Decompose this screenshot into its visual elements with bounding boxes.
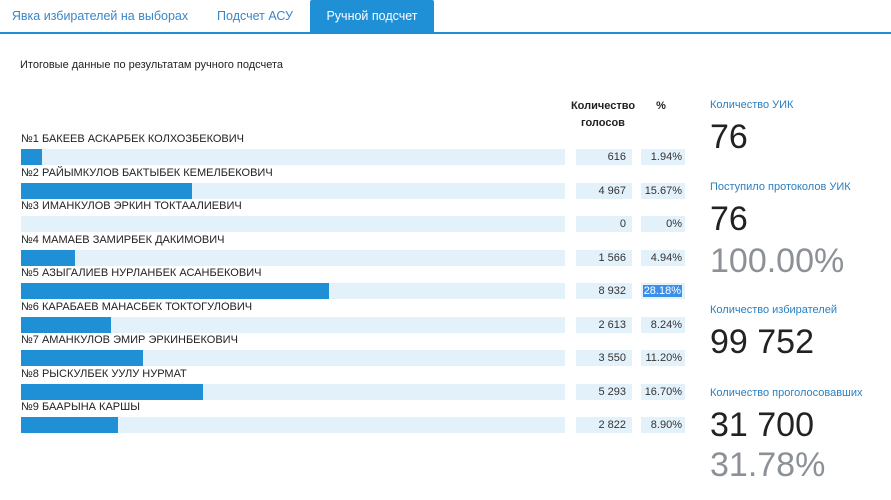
candidate-row: №1 БАКЕЕВ АСКАРБЕК КОЛХОЗБЕКОВИЧ 616 1.94% [0,133,700,167]
vote-share-bar [21,216,565,232]
candidate-votes: 0 [576,216,632,232]
candidate-name: №1 БАКЕЕВ АСКАРБЕК КОЛХОЗБЕКОВИЧ [21,133,244,145]
vote-share-bar-fill [21,283,329,299]
candidate-percent: 15.67% [641,182,685,199]
candidate-row: №6 КАРАБАЕВ МАНАСБЕК ТОКТОГУЛОВИЧ 2 613 8.… [0,301,700,335]
candidate-name: №2 РАЙЫМКУЛОВ БАКТЫБЕК КЕМЕЛБЕКОВИЧ [21,166,273,179]
vote-share-bar-fill [21,149,42,165]
candidate-name: №4 МАМАЕВ ЗАМИРБЕК ДАКИМОВИЧ [21,233,225,246]
candidate-name: №3 ИМАНКУЛОВ ЭРКИН ТОКТААЛИЕВИЧ [21,200,242,212]
vote-share-bar-fill [21,350,143,366]
vote-share-bar-fill [21,249,75,266]
candidate-votes: 616 [576,149,632,165]
candidate-votes: 8 932 [576,283,632,299]
results-subtitle: Итоговые данные по результатам ручного п… [20,59,284,71]
candidate-name: №8 РЫСКУЛБЕК УУЛУ НУРМАТ [21,367,187,380]
uik-count-value: 76 [710,118,748,156]
candidate-percent: 0% [641,216,685,232]
protocols-label: Поступило протоколов УИК [710,181,851,193]
vote-share-bar-fill [21,383,203,400]
voted-percent: 31.78% [710,446,826,484]
selected-percent-text: 28.18% [642,285,682,297]
votes-column-header: Количество голосов [570,100,636,129]
candidate-row: №7 АМАНКУЛОВ ЭМИР ЭРКИНБЕКОВИЧ 3 550 11.20… [0,334,700,368]
vote-share-bar-fill [21,316,111,333]
vote-share-bar-fill [21,182,192,199]
protocols-percent: 100.00% [710,242,845,280]
percent-column-header: % [656,100,666,112]
candidate-percent: 16.70% [641,383,685,400]
candidate-percent: 8.90% [641,417,685,433]
vote-share-bar-fill [21,417,118,433]
candidate-row: №4 МАМАЕВ ЗАМИРБЕК ДАКИМОВИЧ 1 566 4.94% [0,234,700,268]
vote-share-bar [21,182,565,199]
candidate-name: №9 БААРЫНА КАРШЫ [21,401,140,413]
vote-share-bar [21,383,565,400]
tab-bar: Явка избирателей на выборах Подсчет АСУ … [0,0,891,34]
voters-count-value: 99 752 [710,323,814,361]
candidate-percent: 8.24% [641,316,685,333]
candidate-row: №2 РАЙЫМКУЛОВ БАКТЫБЕК КЕМЕЛБЕКОВИЧ 4 967… [0,167,700,201]
candidate-percent: 1.94% [641,149,685,165]
tab-asu-count[interactable]: Подсчет АСУ [217,9,293,23]
vote-share-bar [21,283,565,299]
candidate-name: №6 КАРАБАЕВ МАНАСБЕК ТОКТОГУЛОВИЧ [21,300,253,313]
candidate-votes: 2 613 [576,316,632,333]
candidate-votes: 1 566 [576,249,632,266]
candidate-votes: 2 822 [576,417,632,433]
vote-share-bar [21,350,565,366]
candidate-row: №5 АЗЫГАЛИЕВ НУРЛАНБЕК АСАНБЕКОВИЧ 8 932 2… [0,267,700,301]
voted-count-label: Количество проголосовавших [710,387,863,399]
candidate-row: №9 БААРЫНА КАРШЫ 2 822 8.90% [0,401,700,435]
vote-share-bar [21,417,565,433]
candidate-votes: 5 293 [576,383,632,400]
vote-share-bar [21,249,565,266]
candidate-row: №3 ИМАНКУЛОВ ЭРКИН ТОКТААЛИЕВИЧ 0 0% [0,200,700,234]
protocols-value: 76 [710,200,748,238]
voters-count-label: Количество избирателей [710,304,837,316]
candidate-name: №5 АЗЫГАЛИЕВ НУРЛАНБЕК АСАНБЕКОВИЧ [21,267,262,279]
uik-count-label: Количество УИК [710,99,794,111]
candidate-votes: 4 967 [576,182,632,199]
candidate-row: №8 РЫСКУЛБЕК УУЛУ НУРМАТ 5 293 16.70% [0,368,700,402]
candidate-percent: 28.18% [641,283,685,299]
voted-count-value: 31 700 [710,406,814,444]
candidate-name: №7 АМАНКУЛОВ ЭМИР ЭРКИНБЕКОВИЧ [21,334,238,346]
vote-share-bar [21,316,565,333]
candidate-votes: 3 550 [576,350,632,366]
tab-turnout[interactable]: Явка избирателей на выборах [11,9,189,23]
candidate-percent: 4.94% [641,249,685,266]
candidate-percent: 11.20% [641,350,685,366]
tab-manual-count[interactable]: Ручной подсчет [310,0,434,32]
vote-share-bar [21,149,565,165]
